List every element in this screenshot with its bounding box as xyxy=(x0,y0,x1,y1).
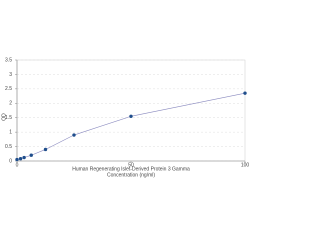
data-point xyxy=(22,155,26,160)
y-tick-label: 1.5 xyxy=(5,115,12,121)
x-tick-label: 100 xyxy=(241,162,250,168)
data-point xyxy=(129,114,133,118)
x-tick-label: 0 xyxy=(16,162,19,168)
y-tick-label: 0 xyxy=(9,158,12,164)
chart: Human Regenerating Islet-Derived Protein… xyxy=(1,57,250,178)
x-tick-label: 50 xyxy=(128,162,134,168)
y-tick-label: 1 xyxy=(9,129,12,135)
chart-title: Human Regenerating Islet-Derived Protein… xyxy=(72,166,190,172)
data-point xyxy=(18,156,23,161)
y-axis-label: OD xyxy=(1,113,7,121)
data-point xyxy=(15,157,19,162)
data-point xyxy=(72,133,76,137)
y-tick-label: 3.5 xyxy=(5,57,12,63)
data-point xyxy=(43,147,48,152)
y-tick-label: 3 xyxy=(9,72,12,78)
data-point xyxy=(243,91,247,95)
y-tick-label: 2.5 xyxy=(5,86,12,92)
plot-frame xyxy=(16,59,246,162)
x-axis-label: Concentration (ng/ml) xyxy=(107,172,155,178)
data-point xyxy=(29,153,33,157)
y-tick-label: 2 xyxy=(9,101,12,107)
y-tick-label: 0.5 xyxy=(5,144,12,150)
